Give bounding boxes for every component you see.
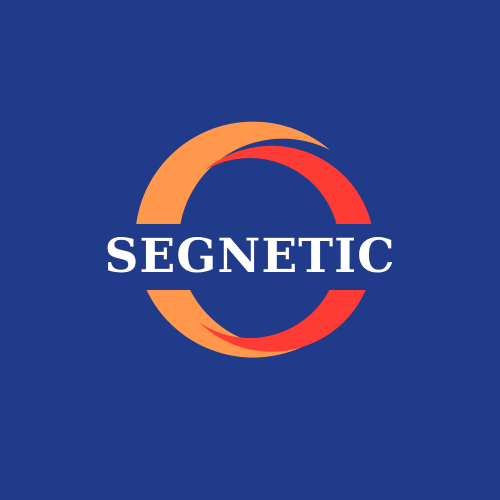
wordmark-band [96, 224, 404, 290]
outer-ring-crescent [135, 121, 330, 358]
inner-ring-crescent [200, 145, 375, 352]
brand-wordmark: SEGNETIC [104, 229, 396, 284]
